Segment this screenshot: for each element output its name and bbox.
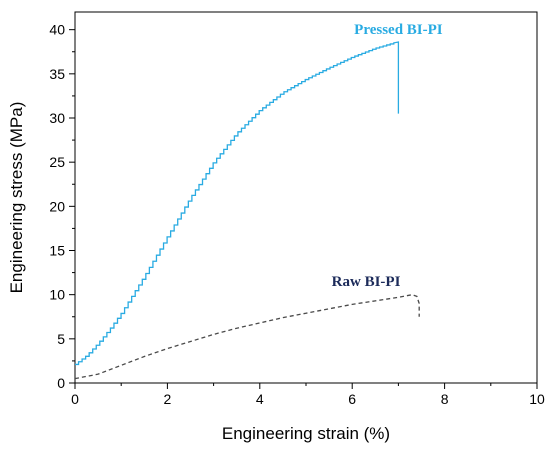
y-tick-label: 0 [57, 375, 65, 391]
series-line-1 [74, 293, 420, 380]
y-tick-label: 5 [57, 331, 65, 347]
x-tick-label: 4 [256, 391, 264, 407]
series-annotation: Pressed BI-PI [354, 22, 443, 38]
y-tick-label: 30 [49, 110, 65, 126]
y-tick-label: 10 [49, 287, 65, 303]
y-tick-label: 15 [49, 243, 65, 259]
plot-frame [74, 11, 538, 384]
x-tick-label: 2 [164, 391, 172, 407]
y-tick-label: 35 [49, 66, 65, 82]
y-tick-label: 25 [49, 154, 65, 170]
x-tick-label: 10 [529, 391, 545, 407]
y-tick-label: 40 [49, 22, 65, 38]
series-annotation: Raw BI-PI [332, 274, 401, 290]
series-line-0 [75, 41, 400, 366]
x-axis-label: Engineering strain (%) [222, 424, 390, 443]
y-tick-label: 20 [49, 198, 65, 214]
x-tick-label: 0 [71, 391, 79, 407]
x-tick-label: 6 [348, 391, 356, 407]
y-axis-label: Engineering stress (MPa) [7, 102, 26, 294]
x-tick-label: 8 [441, 391, 449, 407]
